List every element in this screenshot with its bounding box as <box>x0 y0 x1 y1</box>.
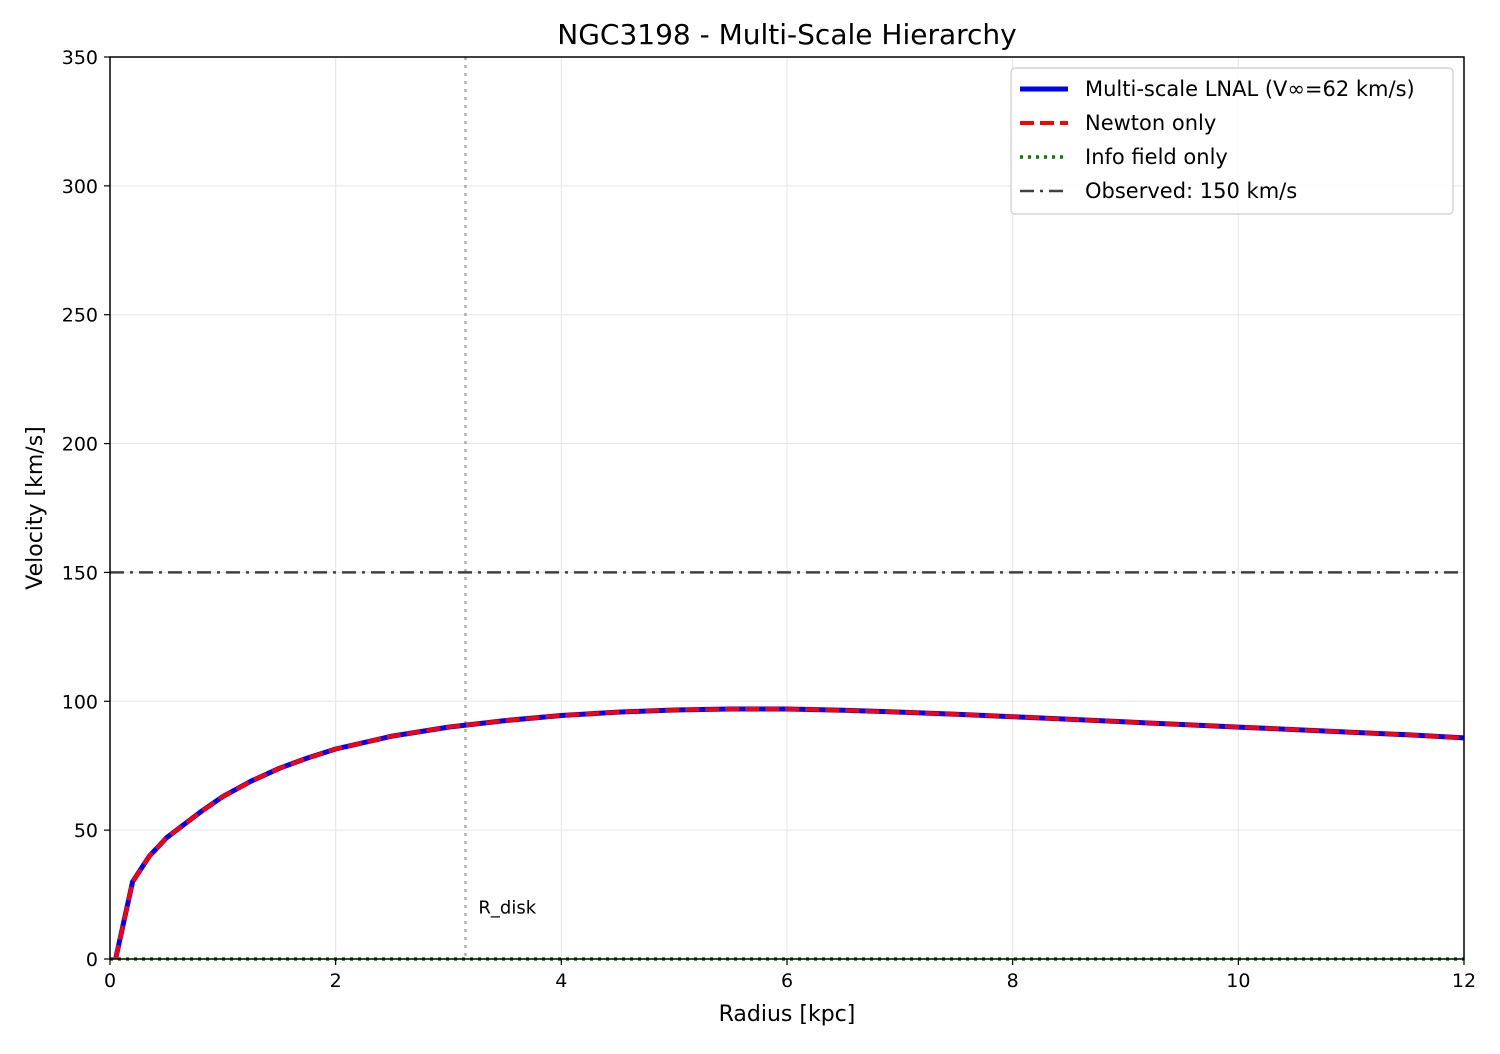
x-tick-label: 10 <box>1226 970 1250 992</box>
x-tick-label: 0 <box>104 970 116 992</box>
x-tick-label: 4 <box>555 970 567 992</box>
legend: Multi-scale LNAL (V∞=62 km/s) Newton only… <box>1010 67 1454 215</box>
y-tick-label: 350 <box>62 47 98 69</box>
newton-only-line <box>113 707 1465 960</box>
legend-box <box>1010 67 1454 215</box>
y-tick-label: 50 <box>74 820 98 842</box>
y-tick-label: 250 <box>62 305 98 327</box>
y-tick-label: 100 <box>62 691 98 713</box>
legend-entry-observed: Observed: 150 km/s <box>1085 179 1297 203</box>
axes: 0 2 4 6 8 10 12 0 50 100 150 200 250 300 350 <box>62 47 1476 992</box>
x-tick-label: 12 <box>1452 970 1476 992</box>
y-tick-label: 0 <box>86 949 98 971</box>
y-tick-label: 150 <box>62 562 98 584</box>
r-disk-label: R_disk <box>478 897 536 918</box>
x-tick-label: 2 <box>330 970 342 992</box>
y-axis-label: Velocity [km/s] <box>23 426 48 590</box>
y-tick-label: 300 <box>62 176 98 198</box>
x-axis-label: Radius [kpc] <box>719 1002 856 1027</box>
legend-entry-newton-only: Newton only <box>1085 111 1216 135</box>
legend-entry-multiscale-lnal: Multi-scale LNAL (V∞=62 km/s) <box>1085 77 1415 101</box>
chart-title: NGC3198 - Multi-Scale Hierarchy <box>557 18 1016 51</box>
y-tick-label: 200 <box>62 434 98 456</box>
annotation-layer: R_disk <box>464 57 537 959</box>
legend-entry-info-field: Info field only <box>1085 145 1228 169</box>
x-tick-label: 8 <box>1007 970 1019 992</box>
x-tick-label: 6 <box>781 970 793 992</box>
